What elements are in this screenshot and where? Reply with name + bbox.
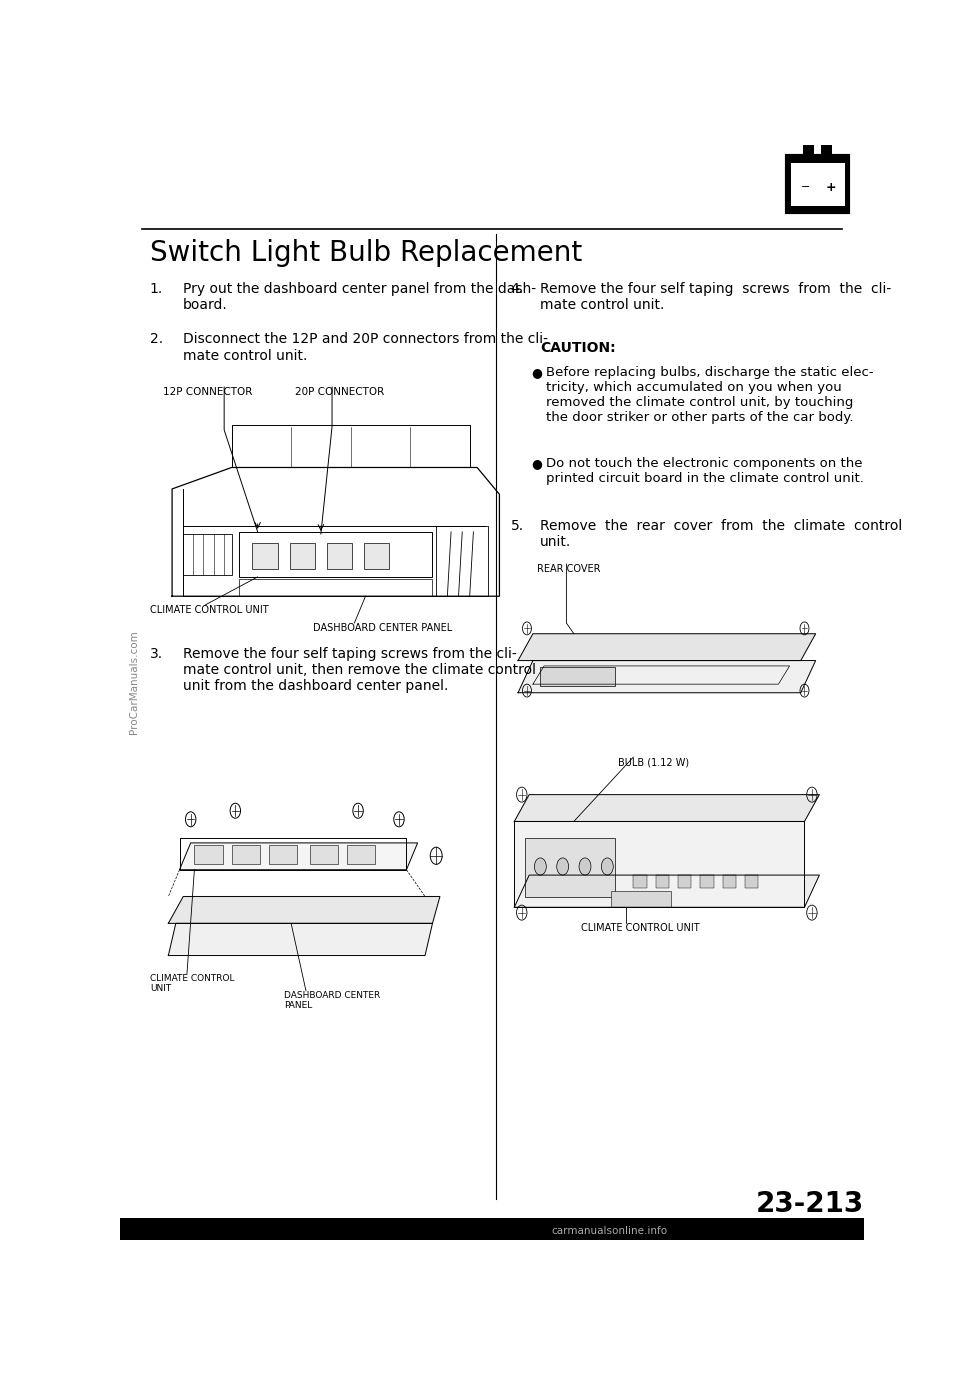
Text: −: − xyxy=(801,182,810,192)
Bar xyxy=(183,534,231,575)
Bar xyxy=(678,875,691,887)
Bar xyxy=(525,837,614,897)
Text: 4.: 4. xyxy=(511,281,524,295)
Bar xyxy=(634,875,647,887)
Polygon shape xyxy=(515,875,820,907)
Bar xyxy=(723,875,736,887)
Circle shape xyxy=(601,858,613,875)
Text: CLIMATE CONTROL UNIT: CLIMATE CONTROL UNIT xyxy=(581,924,700,933)
Bar xyxy=(269,846,297,864)
Bar xyxy=(364,543,390,570)
Text: ●: ● xyxy=(532,457,542,469)
Text: BULB (1.12 W): BULB (1.12 W) xyxy=(618,758,689,768)
Bar xyxy=(290,543,315,570)
Circle shape xyxy=(535,858,546,875)
Bar xyxy=(803,145,814,157)
Text: CLIMATE CONTROL UNIT: CLIMATE CONTROL UNIT xyxy=(150,605,269,614)
Bar xyxy=(231,846,260,864)
Bar xyxy=(120,1219,864,1240)
Text: Remove  the  rear  cover  from  the  climate  control
unit.: Remove the rear cover from the climate c… xyxy=(540,520,902,549)
Text: ●: ● xyxy=(532,365,542,379)
Bar xyxy=(745,875,758,887)
Bar xyxy=(239,579,432,596)
Text: 12P CONNECTOR: 12P CONNECTOR xyxy=(163,387,252,397)
Bar xyxy=(326,543,352,570)
Bar xyxy=(540,667,614,687)
Polygon shape xyxy=(518,634,816,660)
Text: 1.: 1. xyxy=(150,281,163,295)
Text: ProCarManuals.com: ProCarManuals.com xyxy=(129,630,139,734)
Text: CLIMATE CONTROL
UNIT: CLIMATE CONTROL UNIT xyxy=(150,974,234,993)
Text: DASHBOARD CENTER PANEL: DASHBOARD CENTER PANEL xyxy=(313,623,453,632)
Bar xyxy=(347,846,375,864)
Text: 23-213: 23-213 xyxy=(756,1191,864,1219)
Bar xyxy=(611,892,670,907)
Polygon shape xyxy=(168,924,432,956)
Circle shape xyxy=(579,858,591,875)
Text: Pry out the dashboard center panel from the dash-
board.: Pry out the dashboard center panel from … xyxy=(183,281,537,312)
Text: Disconnect the 12P and 20P connectors from the cli-
mate control unit.: Disconnect the 12P and 20P connectors fr… xyxy=(183,333,548,362)
Bar xyxy=(239,532,432,577)
Text: +: + xyxy=(826,181,836,194)
Polygon shape xyxy=(515,822,804,907)
Bar xyxy=(252,543,277,570)
Text: CAUTION:: CAUTION: xyxy=(540,341,616,355)
Text: REAR COVER: REAR COVER xyxy=(537,564,600,574)
Text: 2.: 2. xyxy=(150,333,163,347)
Text: carmanualsonline.info: carmanualsonline.info xyxy=(551,1226,667,1236)
Text: 3.: 3. xyxy=(150,646,163,660)
Bar xyxy=(310,846,338,864)
Text: Remove the four self taping screws from the cli-
mate control unit, then remove : Remove the four self taping screws from … xyxy=(183,646,537,692)
Text: Remove the four self taping  screws  from  the  cli-
mate control unit.: Remove the four self taping screws from … xyxy=(540,281,892,312)
Bar xyxy=(656,875,669,887)
Bar xyxy=(791,163,845,206)
Bar xyxy=(436,527,489,596)
Polygon shape xyxy=(518,660,816,692)
Bar xyxy=(194,846,223,864)
Bar xyxy=(701,875,713,887)
Text: Do not touch the electronic components on the
printed circuit board in the clima: Do not touch the electronic components o… xyxy=(545,457,863,485)
Polygon shape xyxy=(168,897,440,924)
Text: 20P CONNECTOR: 20P CONNECTOR xyxy=(295,387,384,397)
Text: Before replacing bulbs, discharge the static elec-
tricity, which accumulated on: Before replacing bulbs, discharge the st… xyxy=(545,365,874,423)
Polygon shape xyxy=(180,843,418,869)
Bar xyxy=(821,145,832,157)
Text: 5.: 5. xyxy=(511,520,524,534)
Text: DASHBOARD CENTER
PANEL: DASHBOARD CENTER PANEL xyxy=(284,990,380,1010)
Text: Switch Light Bulb Replacement: Switch Light Bulb Replacement xyxy=(150,240,582,267)
Circle shape xyxy=(557,858,568,875)
Bar xyxy=(787,156,849,212)
Polygon shape xyxy=(515,794,820,822)
